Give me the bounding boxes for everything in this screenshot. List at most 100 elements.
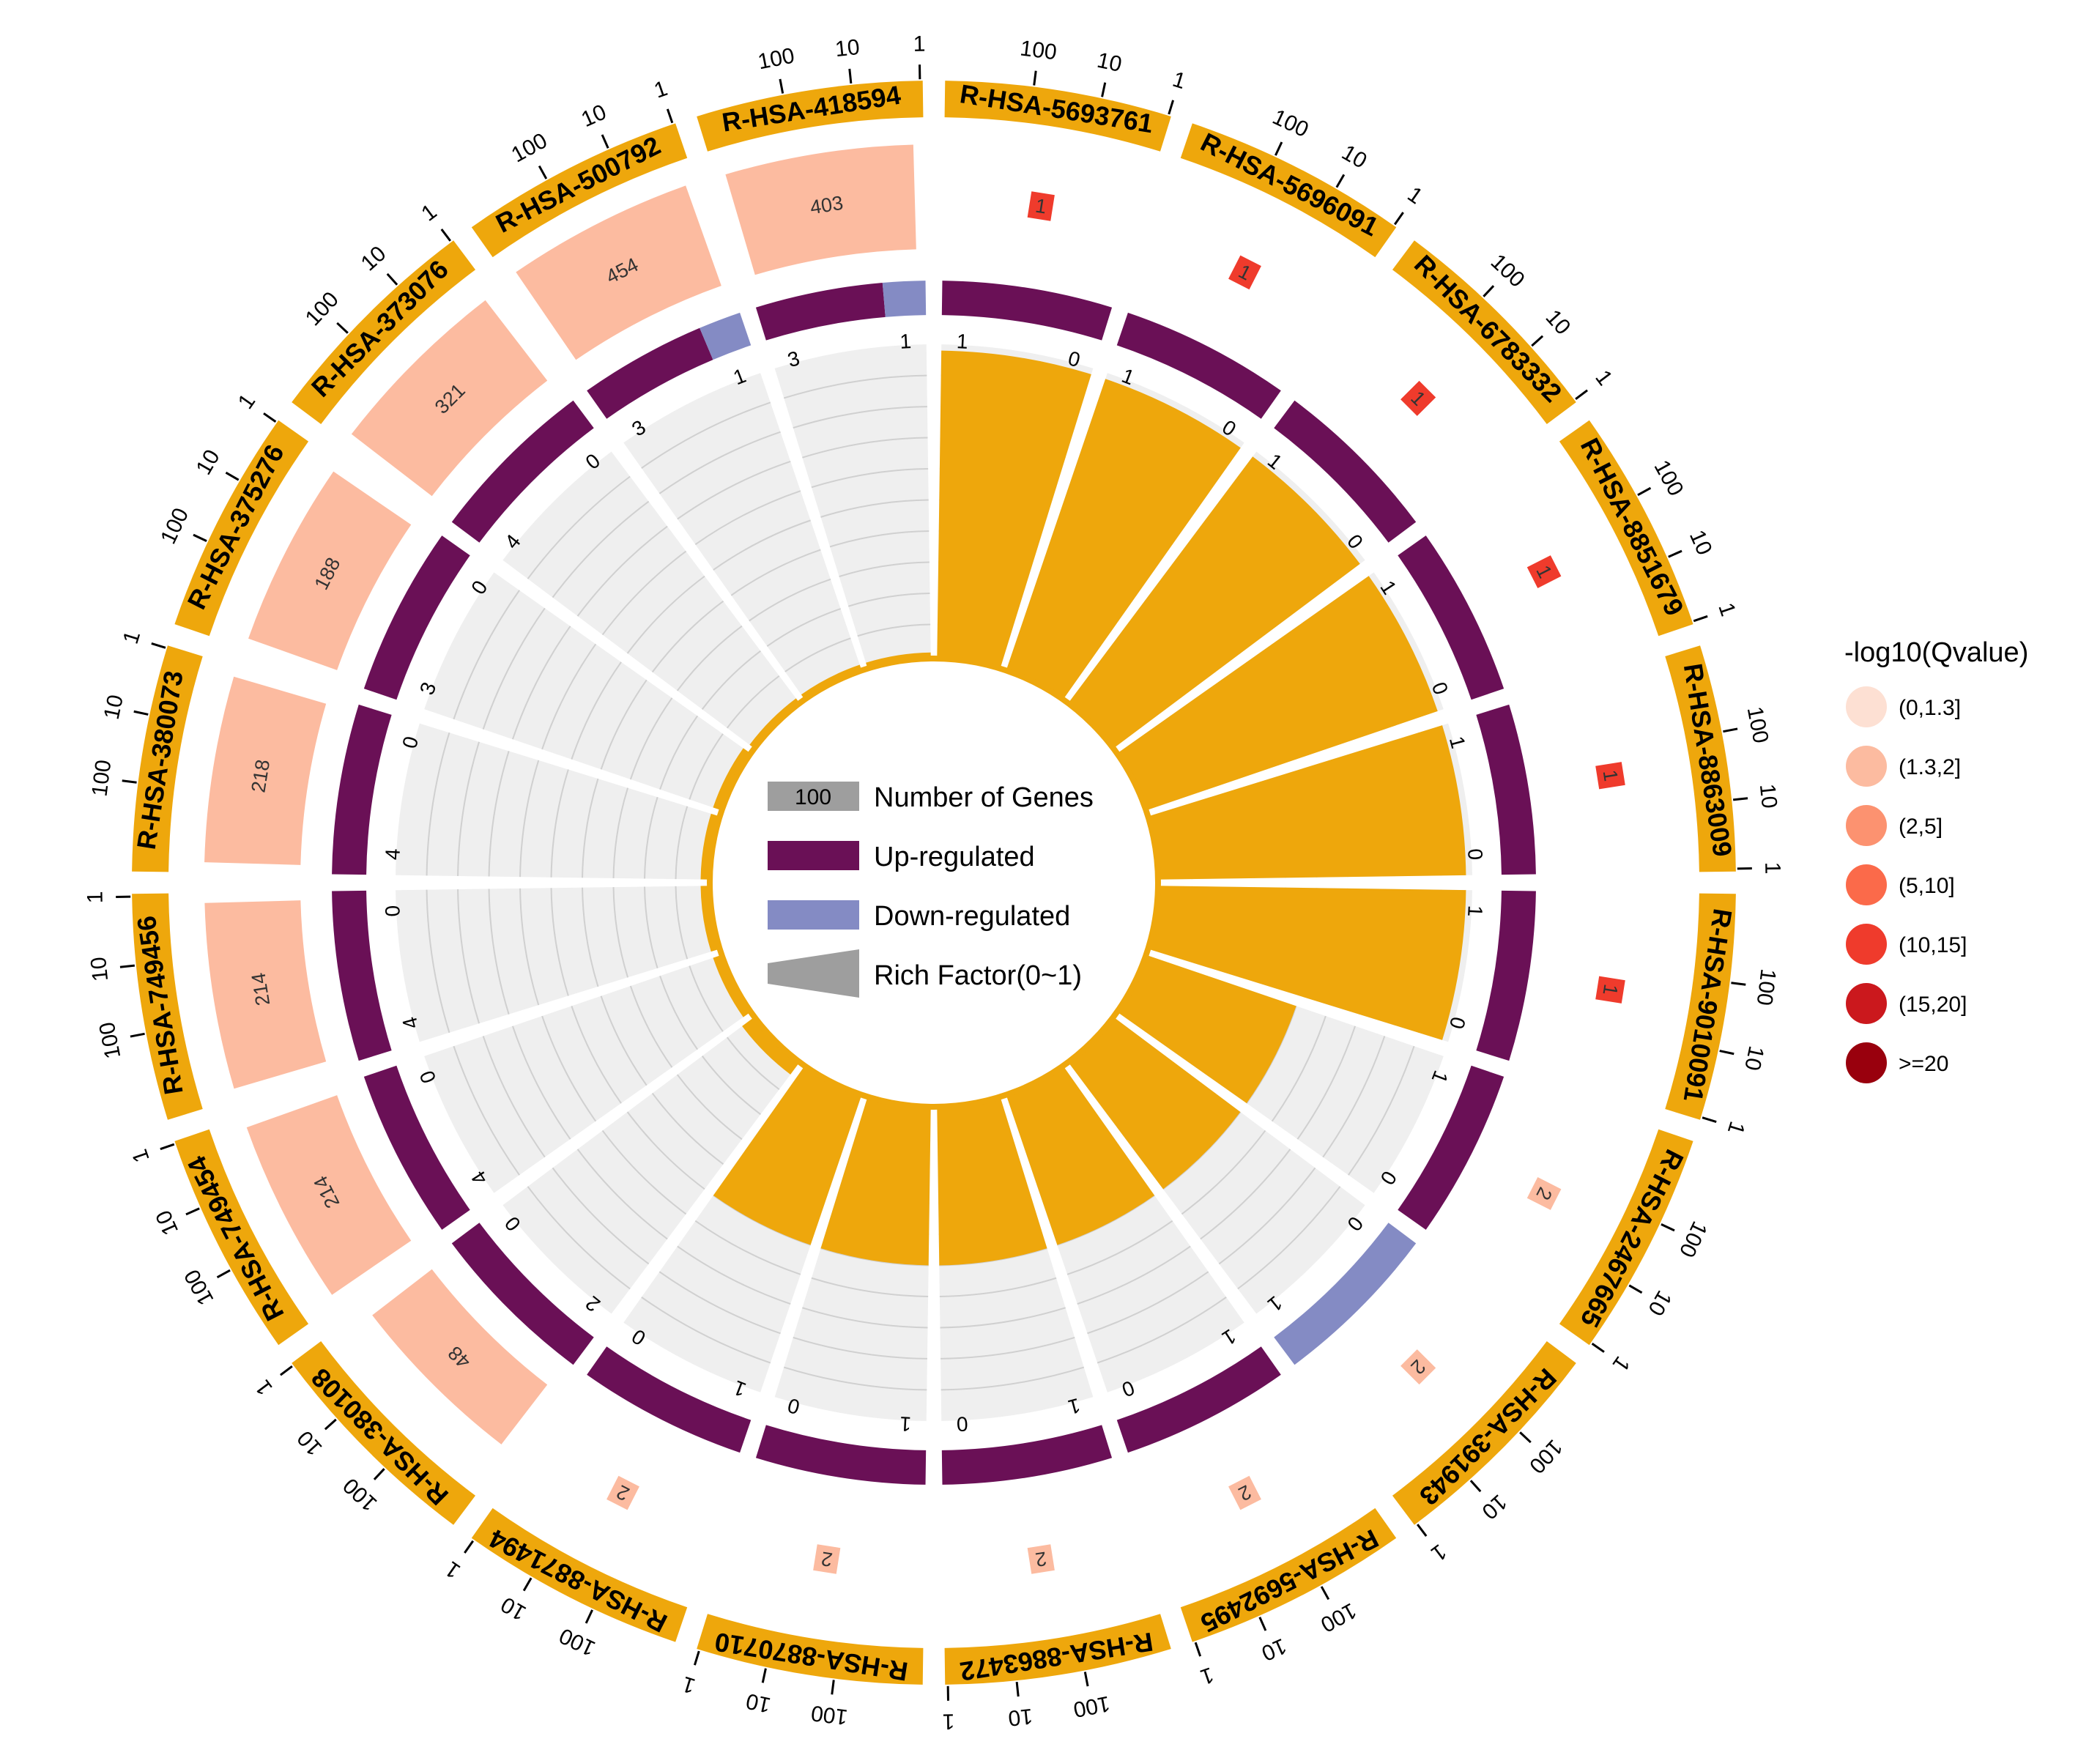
rich-grid (527, 475, 631, 579)
rich-grid (582, 778, 599, 878)
rich-grid (488, 889, 510, 1015)
qvalue-legend-dot (1846, 864, 1887, 905)
gene-count-bar (516, 185, 721, 360)
rich-grid (457, 741, 481, 876)
outer-tick-label: 1 (651, 76, 671, 103)
rich-grid (601, 1130, 687, 1215)
term-band (174, 1129, 309, 1346)
rich-grid (940, 1336, 1075, 1360)
outer-tick-label: 100 (1269, 105, 1312, 142)
outer-tick-label: 1 (1760, 861, 1784, 874)
down-count-label: 0 (1066, 346, 1083, 371)
qvalue-legend-dot (1846, 1042, 1887, 1083)
rich-bar (742, 1016, 801, 1075)
rich-grid (701, 1056, 761, 1116)
outer-tick (1483, 285, 1495, 297)
inner-circle (707, 656, 1161, 1110)
rich-bar (1116, 576, 1438, 812)
rich-grid (689, 965, 724, 1032)
outer-tick (831, 1680, 835, 1695)
qvalue-legend-dot (1846, 805, 1887, 846)
up-count-label: 1 (899, 1412, 912, 1436)
outer-tick (119, 964, 136, 968)
rich-grid (426, 732, 450, 876)
rich-grid (644, 886, 658, 969)
rich-bar (937, 350, 1091, 670)
rich-grid (1348, 1045, 1415, 1176)
rich-grid (820, 499, 929, 518)
qvalue-legend-label: (10,15] (1899, 933, 1967, 957)
outer-tick (386, 272, 398, 286)
gene-count-bar (606, 1475, 639, 1510)
gene-count-bar (1595, 976, 1625, 1004)
outer-tick-label: 1 (1608, 1351, 1635, 1376)
term-sector-R-HSA-373076 (292, 229, 801, 749)
outer-tick-label: 1 (1170, 67, 1189, 94)
outer-tick-label: 1 (913, 32, 925, 56)
rich-grid (713, 519, 811, 571)
outer-tick (779, 78, 784, 94)
term-sector-R-HSA-6783332 (1067, 240, 1588, 749)
rich-grid (519, 760, 540, 878)
rich-grid (651, 600, 724, 673)
rich-grid (784, 637, 851, 672)
outer-tick-label: 10 (1477, 1490, 1512, 1524)
gene-count-label: 403 (809, 192, 845, 219)
outer-tick (1719, 1050, 1734, 1056)
term-sector-R-HSA-749456 (116, 886, 721, 1120)
outer-tick (1168, 100, 1175, 115)
gene-count-bar (372, 1269, 548, 1444)
rich-grid (626, 575, 705, 654)
outer-tick (1101, 82, 1107, 97)
rich-grid (811, 468, 929, 489)
outer-tick (1693, 615, 1708, 623)
outer-tick-label: 10 (192, 445, 225, 478)
term-sector-R-HSA-8851679 (1116, 420, 1708, 812)
rich-grid (541, 1015, 597, 1122)
outer-tick-label: 100 (1019, 36, 1058, 64)
up-bar (332, 890, 392, 1061)
outer-tick-label: 10 (1740, 1044, 1768, 1073)
rich-grid (802, 437, 928, 459)
rich-grid (847, 593, 930, 607)
term-band (292, 1340, 476, 1525)
outer-tick (848, 68, 853, 84)
up-bar (1274, 400, 1417, 543)
rich-grid (829, 530, 930, 548)
gene-count-bar (204, 900, 327, 1089)
outer-tick-label: 10 (1643, 1286, 1676, 1319)
rich-grid (453, 1045, 520, 1176)
qvalue-legend-label: (1.3,2] (1899, 755, 1961, 779)
rich-grid (675, 886, 689, 960)
term-band (697, 1614, 924, 1685)
rich-grid (571, 1006, 622, 1104)
term-sector-R-HSA-380073 (122, 642, 721, 880)
outer-tick (280, 1365, 293, 1376)
outer-tick (1320, 1586, 1330, 1601)
outer-tick (693, 1650, 700, 1666)
rich-grid (582, 887, 599, 987)
up-bar (1476, 890, 1536, 1061)
rich-bg (424, 955, 749, 1193)
down-count-label: 0 (956, 1412, 968, 1436)
term-sector-R-HSA-749454 (160, 954, 752, 1346)
outer-tick (130, 1032, 145, 1038)
outer-tick-label: 10 (1258, 1633, 1290, 1666)
outer-tick (1033, 70, 1037, 86)
outer-tick-label: 10 (1007, 1704, 1034, 1730)
outer-tick-label: 100 (1649, 456, 1688, 500)
up-bar (755, 1425, 927, 1485)
qvalue-legend-label: >=20 (1899, 1052, 1948, 1076)
gene-count-label: 214 (248, 971, 275, 1007)
up-bar (1116, 312, 1281, 419)
outer-tick (1668, 549, 1682, 558)
outer-tick-label: 1 (679, 1672, 698, 1698)
term-band (1559, 420, 1693, 637)
outer-tick (324, 1418, 337, 1431)
rich-grid (1296, 1026, 1357, 1140)
term-band (471, 1507, 688, 1642)
rich-grid (659, 975, 699, 1050)
term-label: R-HSA-8863472 (958, 1627, 1155, 1687)
gene-count-label: 2 (1034, 1547, 1048, 1570)
gene-count-bar (1595, 762, 1625, 790)
